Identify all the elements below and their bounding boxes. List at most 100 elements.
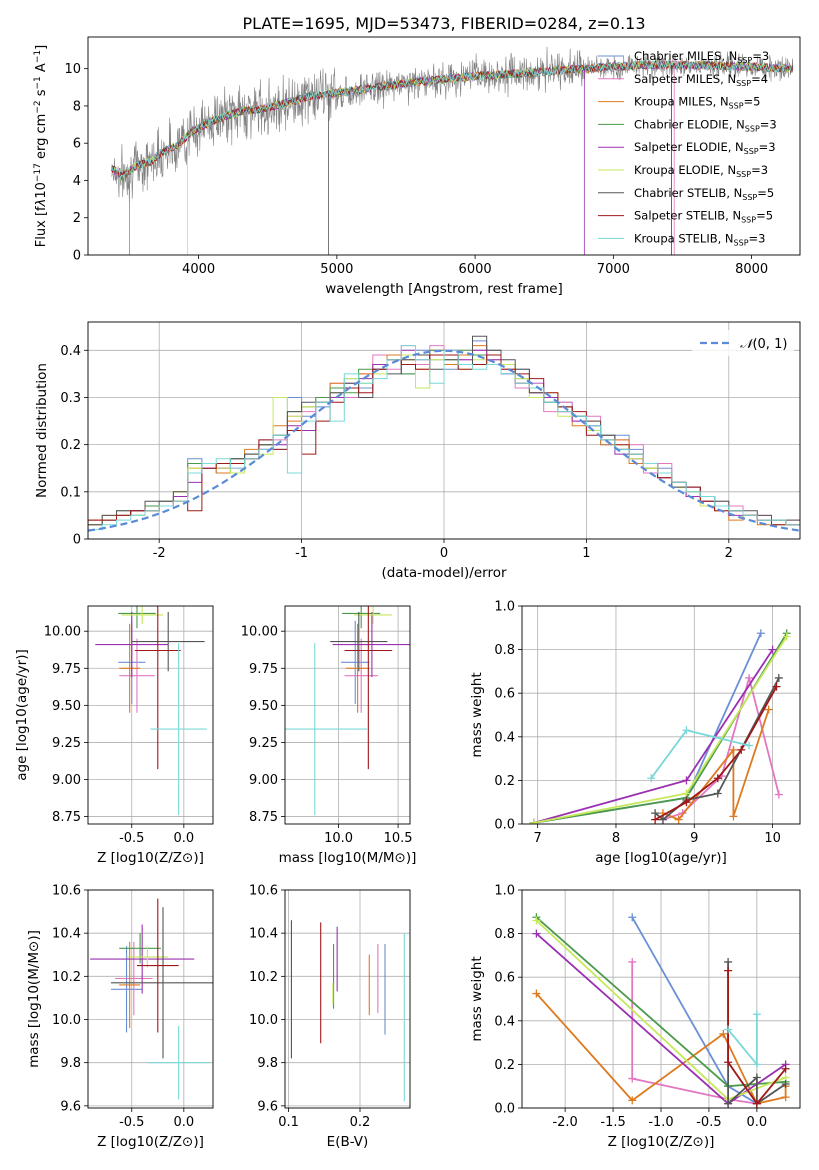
weight-marker [682, 798, 691, 807]
axes-frame [521, 605, 801, 825]
weight-marker [647, 774, 656, 783]
weight-marker [752, 1099, 761, 1108]
weight-marker [724, 966, 733, 975]
weight-marker [781, 1093, 790, 1102]
x-tick-label: -2.0 [552, 1115, 577, 1130]
weight-marker [532, 929, 541, 938]
normal-curve [88, 349, 800, 532]
x-tick-label: 5000 [320, 262, 353, 277]
y-tick-label: 10.00 [44, 625, 81, 640]
y-tick-label: 9.75 [249, 662, 278, 677]
x-tick-label: 4000 [182, 262, 215, 277]
axes-frame [87, 889, 214, 1109]
legend-label: Salpeter MILES, NSSP=4 [634, 72, 768, 88]
x-tick-label: 6000 [459, 262, 492, 277]
weight-marker [682, 776, 691, 785]
grid-lines [88, 889, 213, 1108]
y-tick-label: 0.2 [494, 1058, 515, 1073]
data-layer [285, 606, 410, 816]
legend-label: Chabrier ELODIE, NSSP=3 [634, 117, 777, 133]
x-tick-label: 0.0 [173, 831, 194, 846]
axes-frame [521, 889, 801, 1109]
data-layer [88, 335, 800, 539]
panel-age-vs-Z: -0.5 0.0 8.75 9.00 9.25 9.50 9.75 10.00 Z [log10… [14, 605, 214, 866]
weight-marker [752, 1073, 761, 1082]
x-tick-label: 0.0 [747, 1115, 768, 1130]
x-tick-label: -2 [153, 546, 166, 561]
x-tick-label: 2 [725, 546, 733, 561]
legend-label: Kroupa MILES, NSSP=5 [634, 95, 760, 111]
y-tick-label: 9.8 [257, 1056, 278, 1071]
y-tick-label: 9.00 [52, 773, 81, 788]
weight-series-line [727, 1014, 758, 1067]
x-tick-label: 0.0 [173, 1115, 194, 1130]
x-tick-label: 10.0 [324, 831, 353, 846]
x-tick-label: 10 [764, 831, 781, 846]
y-tick-label: 10.6 [249, 884, 278, 899]
data-layer [111, 46, 794, 255]
y-tick-label: 9.00 [249, 773, 278, 788]
y-tick-label: 10 [64, 62, 81, 77]
grid-lines [522, 889, 800, 1109]
weight-marker [713, 774, 722, 783]
panel-weight-vs-age: 7 8 9 10 0.0 0.2 0.4 0.6 0.8 1.0 age [log10(age/yr… [469, 600, 801, 866]
y-tick-label: 0.4 [494, 1014, 515, 1029]
y-axis-label: Flux [fλ10−17 erg cm−2 s−1 A−1] [33, 45, 49, 247]
legend: Chabrier MILES, NSSP=3 Salpeter MILES, NS… [598, 49, 777, 247]
x-tick-label: 9 [690, 831, 698, 846]
x-axis-label: E(B-V) [327, 1134, 369, 1150]
x-tick-label: -1.5 [600, 1115, 625, 1130]
y-tick-label: 1.0 [494, 600, 515, 615]
legend-label: Chabrier MILES, NSSP=3 [634, 49, 769, 65]
x-axis-label: (data-model)/error [381, 565, 507, 581]
y-axis-label: mass weight [469, 956, 485, 1041]
axes-frame [87, 321, 801, 540]
legend-box [692, 330, 794, 356]
weight-marker [774, 673, 783, 682]
weight-marker [768, 645, 777, 654]
model-spectrum-line [111, 60, 793, 180]
x-axis-label: wavelength [Angstrom, rest frame] [325, 281, 563, 297]
legend-label: Chabrier STELIB, NSSP=5 [634, 186, 774, 202]
weight-marker [729, 745, 738, 754]
x-tick-label: 10.5 [384, 831, 413, 846]
data-layer [95, 606, 207, 816]
data-layer [90, 898, 213, 1100]
weight-series-line [727, 970, 787, 1106]
y-tick-label: 0.0 [494, 1102, 515, 1117]
y-tick-label: 4 [73, 174, 81, 189]
weight-marker [628, 1096, 637, 1105]
y-tick-label: 0.6 [494, 687, 515, 702]
axes-frame [87, 36, 801, 256]
x-tick-label: -0.5 [119, 1115, 144, 1130]
data-layer [529, 629, 791, 824]
y-tick-label: 10.0 [249, 1013, 278, 1028]
weight-marker [781, 1080, 790, 1089]
y-tick-label: 8.75 [249, 810, 278, 825]
y-axis-label: age [log10(age/yr)] [14, 649, 30, 781]
weight-marker [719, 1029, 728, 1038]
y-axis-label: Normed distribution [34, 363, 50, 498]
y-tick-label: 0.0 [494, 818, 515, 833]
weight-marker [724, 957, 733, 966]
y-tick-label: 0.8 [494, 643, 515, 658]
weight-marker [532, 916, 541, 925]
y-tick-label: 0.4 [60, 344, 81, 359]
legend-label: Kroupa STELIB, NSSP=3 [634, 231, 765, 247]
weight-marker [764, 705, 773, 714]
y-tick-label: 10.6 [52, 884, 81, 899]
x-tick-label: -1.0 [648, 1115, 673, 1130]
weight-marker [529, 818, 538, 824]
y-tick-label: 9.25 [249, 736, 278, 751]
y-axis-label: mass [log10(M/M⊙)] [26, 930, 42, 1068]
x-tick-label: -1 [295, 546, 308, 561]
y-tick-label: 10.00 [241, 625, 278, 640]
x-tick-label: 8 [612, 831, 620, 846]
axes-frame [87, 605, 214, 825]
weight-series-line [533, 649, 774, 824]
y-tick-label: 2 [73, 211, 81, 226]
y-axis-label: mass weight [469, 672, 485, 757]
y-tick-label: 9.50 [249, 699, 278, 714]
weight-marker [724, 1058, 733, 1067]
weight-series-line [631, 961, 758, 1105]
